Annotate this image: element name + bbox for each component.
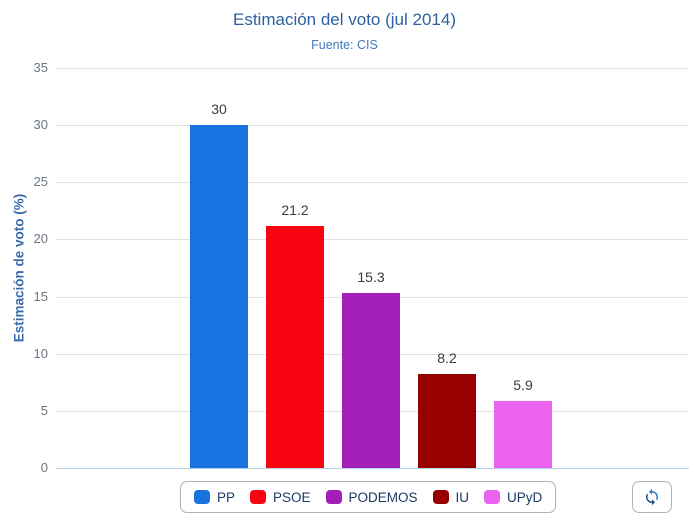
bar-pp[interactable] bbox=[190, 125, 248, 468]
gridline-25 bbox=[56, 182, 689, 184]
y-tick-label-5: 5 bbox=[40, 402, 48, 418]
legend-item-pp[interactable]: PP bbox=[194, 490, 235, 505]
legend-label-iu: IU bbox=[455, 489, 470, 505]
legend-label-psoe: PSOE bbox=[273, 489, 311, 505]
bar-upyd[interactable] bbox=[494, 400, 552, 468]
y-tick-label-0: 0 bbox=[40, 460, 48, 475]
y-tick-label-10: 10 bbox=[33, 345, 48, 361]
chart-title: Estimación del voto (jul 2014) bbox=[232, 10, 456, 29]
refresh-icon bbox=[643, 488, 661, 506]
legend-item-upyd[interactable]: UPyD bbox=[484, 490, 542, 505]
chart-subtitle: Fuente: CIS bbox=[311, 38, 378, 52]
bar-value-label-psoe: 21.2 bbox=[281, 201, 309, 218]
bar-iu[interactable] bbox=[418, 374, 476, 468]
legend-label-podemos: PODEMOS bbox=[348, 489, 418, 505]
y-axis-title: Estimación de voto (%) bbox=[11, 193, 27, 343]
legend-label-pp: PP bbox=[217, 489, 236, 505]
y-tick-label-35: 35 bbox=[33, 60, 48, 75]
bar-value-label-pp: 30 bbox=[211, 101, 227, 118]
legend-swatch-upyd bbox=[484, 490, 501, 504]
gridline-30 bbox=[56, 125, 689, 127]
legend-label-upyd: UPyD bbox=[507, 489, 543, 505]
legend-item-podemos[interactable]: PODEMOS bbox=[325, 489, 418, 505]
bar-podemos[interactable] bbox=[342, 293, 400, 468]
legend-swatch-iu bbox=[432, 490, 449, 504]
legend-swatch-psoe bbox=[250, 490, 267, 504]
y-tick-label-20: 20 bbox=[33, 231, 48, 247]
legend-swatch-podemos bbox=[325, 490, 342, 504]
refresh-button[interactable] bbox=[632, 481, 672, 513]
y-tick-label-30: 30 bbox=[33, 117, 48, 133]
bar-value-label-upyd: 5.9 bbox=[513, 376, 533, 393]
legend-swatch-pp bbox=[194, 490, 210, 504]
gridline-20 bbox=[56, 239, 689, 241]
legend-item-iu[interactable]: IU bbox=[432, 489, 470, 505]
bar-value-label-podemos: 15.3 bbox=[357, 269, 385, 286]
legend-item-psoe[interactable]: PSOE bbox=[250, 490, 311, 505]
x-axis-line bbox=[56, 468, 689, 469]
bar-psoe[interactable] bbox=[266, 225, 324, 468]
y-tick-label-25: 25 bbox=[33, 174, 48, 190]
legend: PP PSOE PODEMOS IU UPyD bbox=[180, 481, 557, 513]
gridline-35 bbox=[56, 68, 689, 69]
bar-value-label-iu: 8.2 bbox=[437, 350, 457, 367]
y-tick-label-15: 15 bbox=[33, 288, 48, 304]
